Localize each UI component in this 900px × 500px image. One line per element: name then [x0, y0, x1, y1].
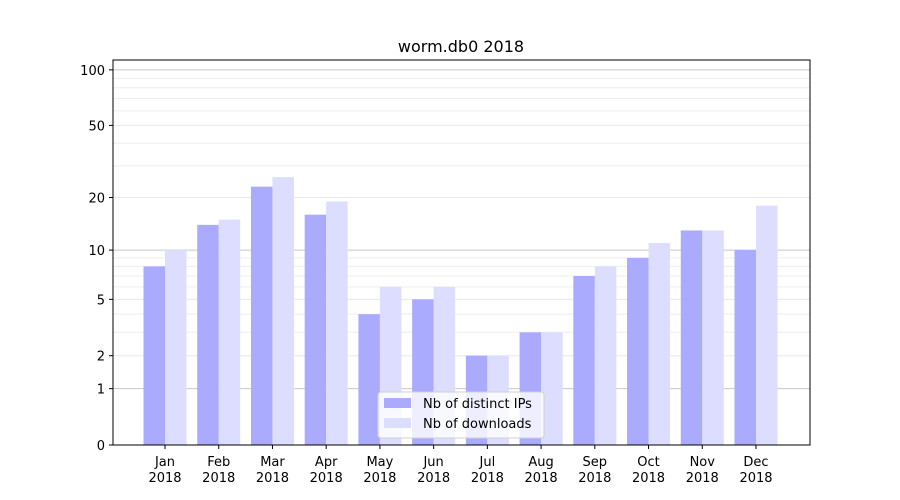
bar-downloads: [218, 219, 241, 445]
bar-distinct-ips: [143, 266, 165, 445]
legend-swatch: [384, 418, 411, 428]
x-tick-label: 2018: [578, 471, 611, 486]
x-tick-label: 2018: [417, 471, 450, 486]
x-tick-label: 2018: [686, 471, 719, 486]
x-tick-label: Aug: [528, 455, 553, 470]
x-tick-label: 2018: [148, 471, 181, 486]
y-tick-label: 0: [97, 439, 105, 454]
bar-distinct-ips: [627, 257, 649, 445]
legend: Nb of distinct IPs Nb of downloads: [377, 391, 545, 439]
x-tick-label: Jul: [479, 455, 496, 470]
x-tick-label: Oct: [637, 455, 659, 470]
y-tick-label: 5: [97, 293, 105, 308]
bar-downloads: [702, 230, 724, 445]
x-tick-label: May: [366, 455, 393, 470]
x-tick-label: Apr: [315, 455, 338, 470]
y-tick-label: 10: [88, 244, 105, 259]
x-tick-label: 2018: [525, 471, 558, 486]
x-tick-label: 2018: [471, 471, 504, 486]
x-tick-label: 2018: [256, 471, 289, 486]
y-tick-label: 1: [97, 383, 105, 398]
x-tick-label: 2018: [363, 471, 396, 486]
bar-distinct-ips: [250, 186, 273, 446]
bar-downloads: [541, 332, 563, 445]
bar-distinct-ips: [573, 275, 595, 445]
y-tick-label: 20: [88, 192, 105, 207]
x-tick-label: Nov: [690, 455, 716, 470]
y-tick-label: 100: [80, 64, 105, 79]
y-tick-label: 2: [97, 350, 105, 365]
legend-label: Nb of downloads: [423, 417, 532, 432]
bar-downloads: [326, 201, 348, 445]
x-tick-label: Feb: [207, 455, 230, 470]
x-tick-label: Jun: [422, 455, 443, 470]
x-tick-label: Mar: [260, 455, 285, 470]
legend-swatch: [384, 398, 411, 408]
y-tick-label: 50: [88, 119, 105, 134]
legend-box: [377, 391, 545, 439]
chart-title: worm.db0 2018: [398, 37, 524, 56]
bar-distinct-ips: [197, 224, 219, 445]
plot-frame: [112, 59, 811, 446]
bar-downloads: [648, 243, 671, 445]
bar-downloads: [756, 205, 778, 445]
x-tick-label: Sep: [583, 455, 608, 470]
x-tick-label: 2018: [310, 471, 343, 486]
bar-downloads: [165, 250, 187, 445]
x-tick-label: 2018: [632, 471, 665, 486]
bar-downloads: [272, 177, 294, 445]
x-tick-label: Dec: [743, 455, 768, 470]
x-tick-label: 2018: [739, 471, 772, 486]
bar-distinct-ips: [358, 314, 380, 445]
legend-label: Nb of distinct IPs: [423, 397, 532, 412]
x-tick-label: 2018: [202, 471, 235, 486]
bar-downloads: [594, 266, 617, 445]
bar-distinct-ips: [734, 250, 756, 445]
bar-distinct-ips: [680, 230, 703, 445]
x-tick-label: Jan: [154, 455, 175, 470]
bar-distinct-ips: [304, 214, 327, 445]
